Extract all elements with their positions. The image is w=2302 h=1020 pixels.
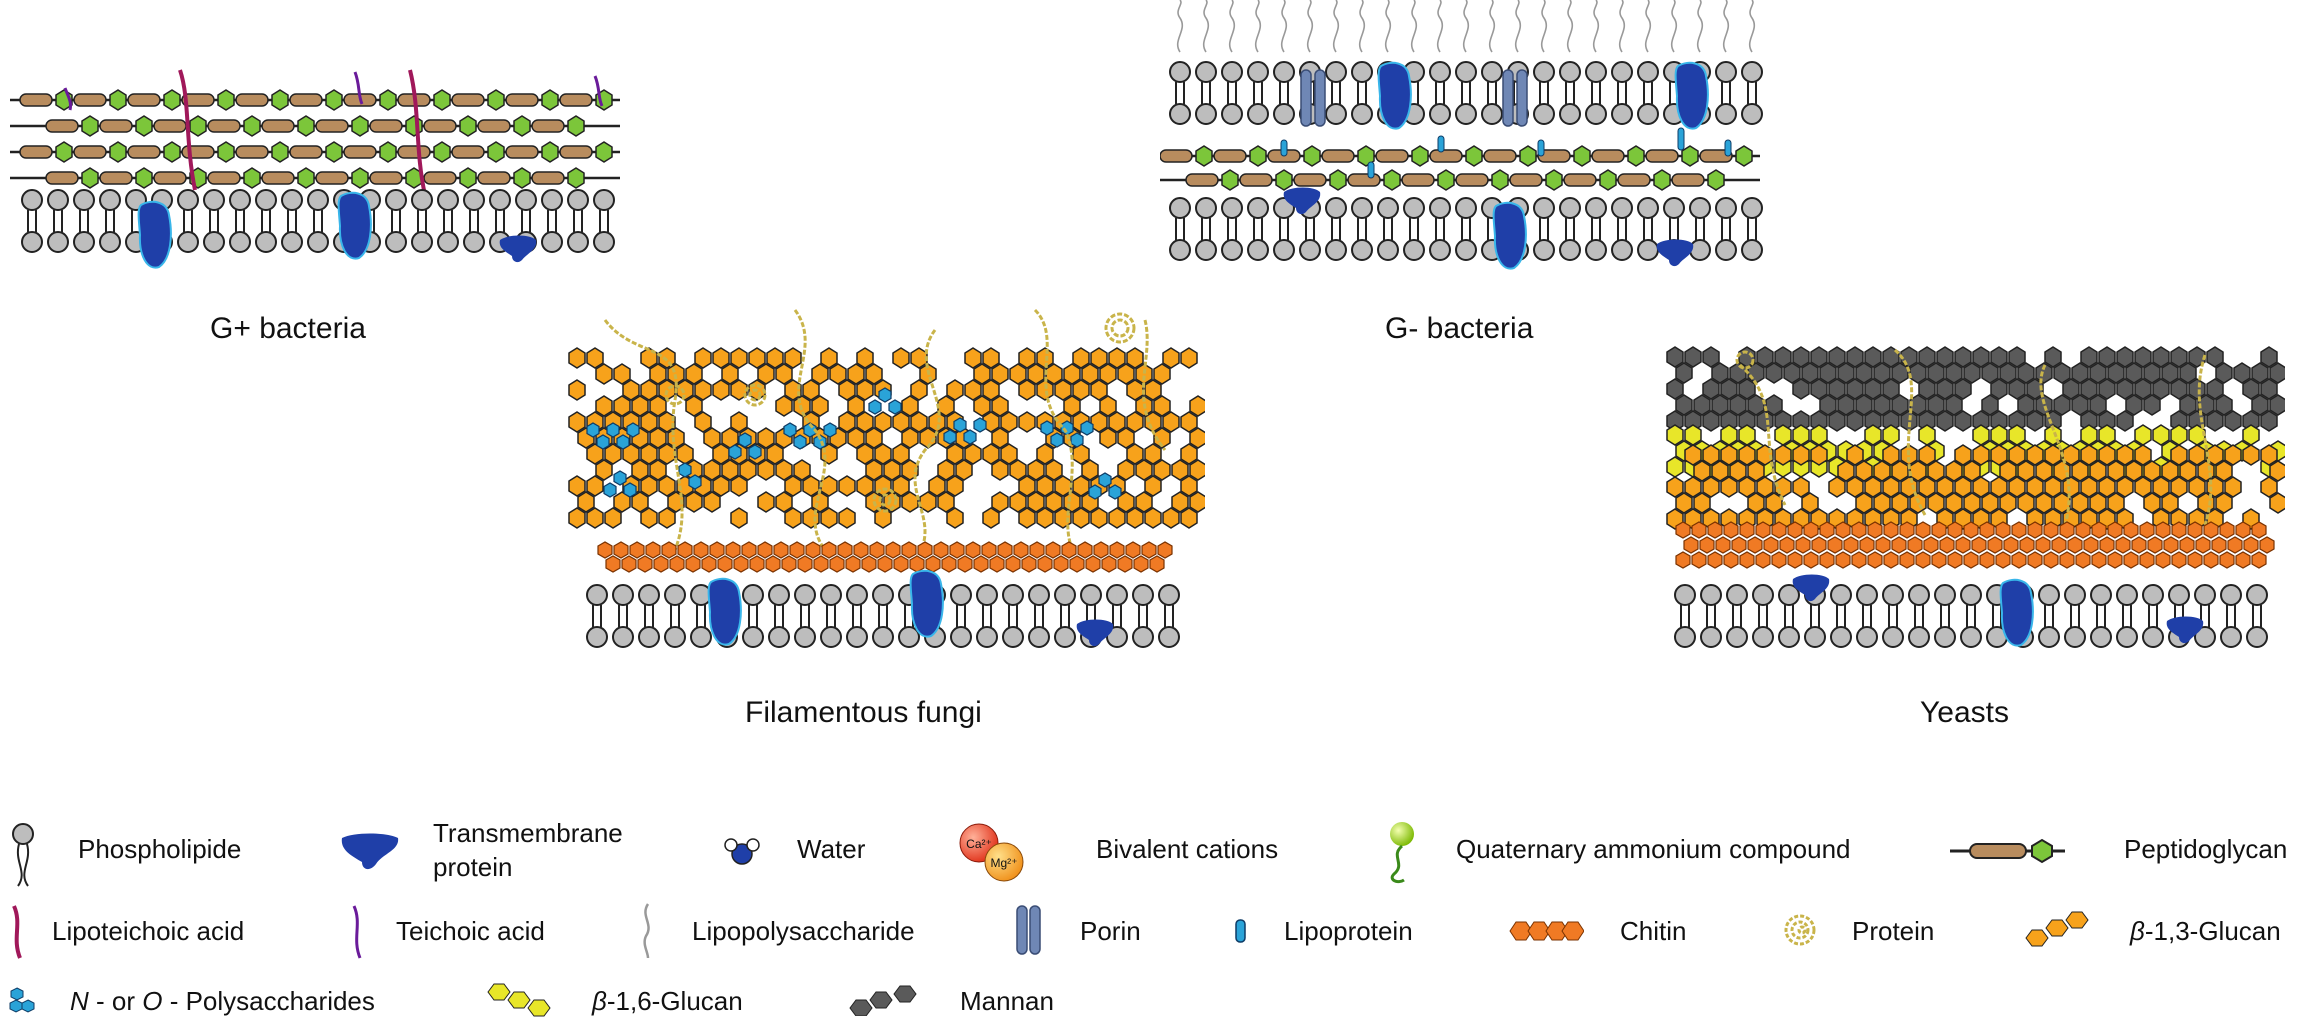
legend-teichoic-acid: Teichoic acid: [396, 916, 545, 946]
chitin-layer: [1675, 521, 2267, 539]
protein-icon: [1784, 914, 1816, 946]
outer-membrane: [1169, 61, 1763, 125]
beta13-glucan-layer: [1666, 444, 2285, 530]
transmembrane-protein: [707, 577, 742, 646]
lipid-bilayer: [1674, 584, 2268, 648]
transmembrane-protein: [337, 191, 372, 260]
yeast-wall-illustration: [1666, 346, 2285, 648]
chitin-icon: [1509, 921, 1584, 941]
peptidoglycan-icon: [1950, 838, 2065, 864]
legend-n-or-o-polysaccharides: N - or O - Polysaccharides: [70, 986, 375, 1017]
transmembrane-protein: [909, 569, 944, 638]
lipopolysaccharide-layer: [1176, 0, 1756, 53]
legend-transmembrane-line1: Transmembrane: [433, 818, 623, 848]
transmembrane-protein: [1377, 61, 1412, 130]
legend-bivalent-cations: Bivalent cations: [1096, 834, 1279, 864]
legend-transmembrane-line2: protein: [433, 852, 513, 882]
beta16-suffix: -1,6-Glucan: [606, 986, 743, 1016]
teichoic-acid-icon: [352, 905, 362, 959]
filamentous-fungi-diagram: [565, 300, 1205, 660]
legend-protein: Protein: [1852, 916, 1935, 946]
lipopolysaccharide-icon: [643, 903, 650, 959]
lipoproteins: [1280, 127, 1732, 179]
n-label: N: [70, 986, 89, 1016]
peptidoglycan-layer: [10, 89, 620, 189]
lipoteichoic-acid-strand: [178, 69, 197, 191]
chitin-layer: [605, 555, 1165, 573]
lipoprotein-icon: [1235, 919, 1246, 943]
beta13-glucan-layer: [568, 347, 1205, 529]
transmembrane-protein: [1674, 61, 1709, 130]
teichoic-acid-strand: [353, 71, 364, 105]
water-icon: [724, 838, 760, 865]
legend-quaternary-ammonium: Quaternary ammonium compound: [1456, 834, 1851, 864]
gram-negative-diagram: [1160, 0, 1780, 280]
cation-icon: Ca²⁺ Mg²⁺: [959, 823, 1024, 882]
mannan-icon: [849, 985, 917, 1016]
gram-positive-wall-illustration: [10, 69, 620, 269]
legend-porin: Porin: [1080, 916, 1141, 946]
legend-phospholipide: Phospholipide: [78, 834, 242, 864]
ca-label: Ca²⁺: [966, 837, 992, 851]
legend-lipopolysaccharide: Lipopolysaccharide: [692, 916, 915, 946]
beta13-prefix: β: [2130, 916, 2145, 946]
beta13-glucan-icon: [2025, 911, 2089, 947]
legend-lipoprotein: Lipoprotein: [1284, 916, 1413, 946]
legend-water: Water: [797, 834, 866, 864]
gram-negative-wall-illustration: [1160, 0, 1763, 270]
peptidoglycan-layer: [1160, 145, 1760, 191]
legend-chitin: Chitin: [1620, 916, 1687, 946]
caption-yeasts: Yeasts: [1920, 696, 2009, 729]
legend-peptidoglycan: Peptidoglycan: [2124, 834, 2288, 864]
transmembrane-protein: [1492, 201, 1527, 270]
or-label: - or: [88, 986, 143, 1016]
protein-fibers: [603, 308, 1167, 561]
transmembrane-protein: [499, 235, 537, 263]
porin-icon: [1016, 905, 1041, 955]
yeasts-diagram: [1665, 345, 2285, 665]
gram-positive-diagram: [10, 40, 620, 280]
legend-beta13-glucan: β-1,3-Glucan: [2130, 916, 2281, 947]
legend-beta16-glucan: β-1,6-Glucan: [592, 986, 743, 1017]
legend-mannan: Mannan: [960, 986, 1054, 1016]
legend-lipoteichoic-acid: Lipoteichoic acid: [52, 916, 245, 946]
mg-label: Mg²⁺: [991, 856, 1018, 870]
quaternary-ammonium-icon: [1390, 822, 1414, 884]
transmembrane-protein: [137, 200, 172, 269]
lipoteichoic-acid-icon: [12, 905, 22, 959]
teichoic-acid-strand: [63, 87, 72, 111]
beta16-prefix: β: [592, 986, 607, 1016]
teichoic-acid-strand: [593, 75, 604, 107]
transmembrane-protein: [1656, 239, 1694, 267]
chitin-layer: [1683, 536, 2275, 554]
caption-gram-negative: G- bacteria: [1385, 312, 1534, 345]
caption-gram-positive: G+ bacteria: [210, 312, 366, 345]
transmembrane-protein-icon: [341, 833, 399, 870]
beta13-suffix: -1,3-Glucan: [2144, 916, 2281, 946]
transmembrane-protein: [1999, 578, 2034, 647]
beta16-glucan-icon: [487, 983, 551, 1017]
fungi-wall-illustration: [568, 308, 1205, 648]
chitin-layer: [1675, 551, 2267, 569]
lipoteichoic-acid-strand: [408, 69, 427, 196]
o-label: O: [142, 986, 163, 1016]
protein-fibers: [1735, 348, 2213, 526]
phospholipid-icon: [12, 823, 34, 887]
caption-filamentous-fungi: Filamentous fungi: [745, 696, 982, 729]
polysaccharides-label: - Polysaccharides: [162, 986, 375, 1016]
polysaccharide-icon: [9, 987, 35, 1013]
